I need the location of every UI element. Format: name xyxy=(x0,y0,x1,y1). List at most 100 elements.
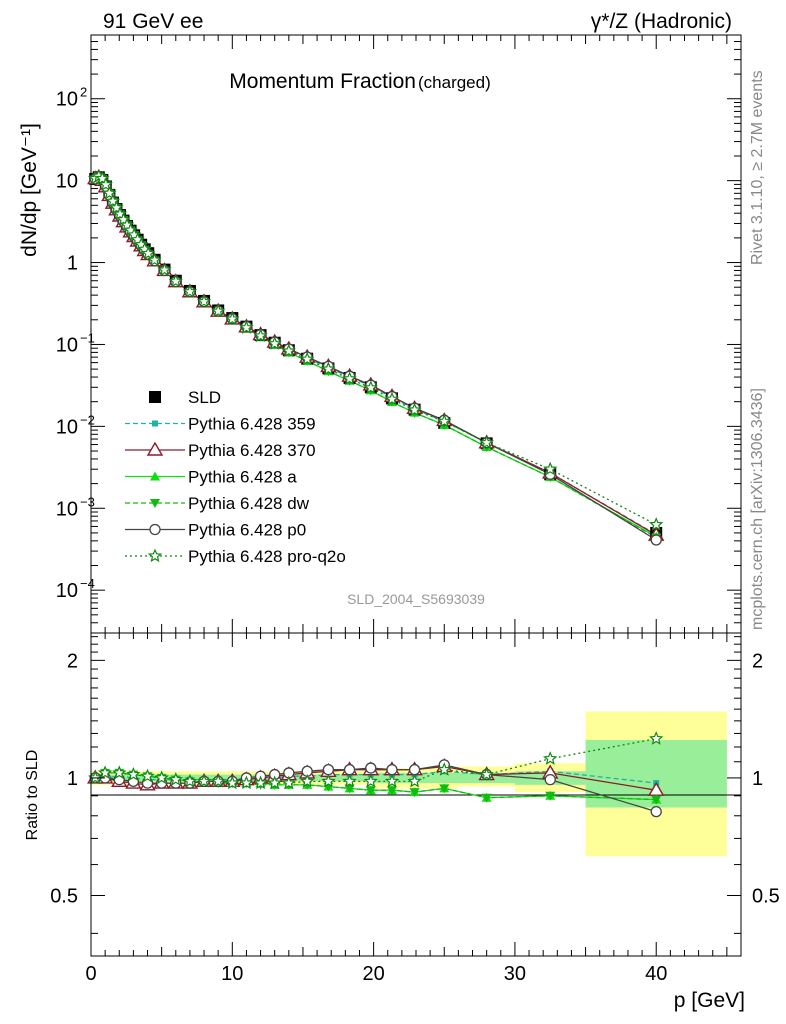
ratio-point-5 xyxy=(479,767,494,781)
series-point-6 xyxy=(300,351,315,366)
ratio-point-5 xyxy=(437,762,452,776)
main-title-suffix: (charged) xyxy=(418,73,491,92)
ratio-point-3 xyxy=(439,784,450,794)
main-title: Momentum Fraction xyxy=(229,70,416,93)
ratio-y-tick-label-right: 1 xyxy=(752,768,763,790)
y-tick-label: 10 xyxy=(56,171,78,193)
legend: SLD Pythia 6.428 359 Pythia 6.428 370 Pythi… xyxy=(125,388,346,566)
ratio-y-tick-label: 2 xyxy=(67,650,78,672)
ratio-point-5 xyxy=(225,775,240,790)
series-point-6 xyxy=(253,328,268,343)
series-point-6 xyxy=(479,435,494,449)
ratio-point-4 xyxy=(650,805,662,818)
y-tick-label: 10 xyxy=(56,89,78,111)
legend-marker-5 xyxy=(149,523,161,536)
ratio-point-5 xyxy=(407,773,422,788)
series-point-6 xyxy=(363,380,378,394)
ratio-point-5 xyxy=(182,773,198,788)
series-point-6 xyxy=(407,402,422,417)
y-tick-exponent: −2 xyxy=(80,412,95,427)
series-point-6 xyxy=(140,245,156,260)
ratio-point-5 xyxy=(126,767,141,781)
x-tick-label: 0 xyxy=(85,963,96,985)
series-point-6 xyxy=(157,262,172,277)
ratio-point-4 xyxy=(365,762,377,774)
ratio-point-5 xyxy=(363,773,378,788)
y-tick-label: 10 xyxy=(56,334,78,356)
series-line-6 xyxy=(94,175,657,526)
legend-marker-3 xyxy=(150,471,160,481)
ratio-y-tick-label-right: 2 xyxy=(752,650,763,672)
ratio-point-3 xyxy=(344,784,355,794)
y-tick-exponent: 2 xyxy=(80,85,87,100)
x-tick-label: 40 xyxy=(645,963,667,985)
series-point-6 xyxy=(342,371,357,385)
main-ylabel: dN/dp [GeV⁻¹] xyxy=(18,123,41,257)
ratio-point-4 xyxy=(408,764,421,776)
legend-label-3: Pythia 6.428 a xyxy=(188,468,297,487)
ratio-stat-band-0 xyxy=(91,774,586,782)
ratio-point-5 xyxy=(168,772,183,786)
ratio-point-4 xyxy=(386,764,398,776)
ratio-point-5 xyxy=(300,773,315,788)
series-point-6 xyxy=(225,311,240,326)
series-line-4 xyxy=(94,175,657,539)
series-point-6 xyxy=(112,206,128,221)
series-point-6 xyxy=(281,343,296,358)
series-point-5 xyxy=(650,534,662,546)
ratio-point-4 xyxy=(343,764,356,776)
legend-marker-2 xyxy=(146,441,164,456)
main-series xyxy=(87,168,665,546)
ratio-point-3 xyxy=(545,791,556,801)
legend-label-4: Pythia 6.428 dw xyxy=(188,494,310,513)
ratio-point-3 xyxy=(386,786,397,796)
ratio-point-5 xyxy=(239,775,254,790)
series-point-6 xyxy=(649,517,664,531)
ratio-y-tick-label: 0.5 xyxy=(50,886,78,908)
rivet-label: Rivet 3.1.10, ≥ 2.7M events xyxy=(749,70,766,265)
x-tick-label: 10 xyxy=(221,963,243,985)
series-point-6 xyxy=(321,361,336,376)
ratio-point-5 xyxy=(267,775,282,790)
ratio-point-5 xyxy=(154,770,169,785)
legend-marker-6 xyxy=(147,548,163,563)
y-tick-exponent: −1 xyxy=(80,330,95,345)
y-tick-label: 10 xyxy=(56,580,78,602)
legend-marker-0 xyxy=(149,391,161,403)
series-point-6 xyxy=(168,273,183,288)
ratio-point-5 xyxy=(112,765,127,780)
series-point-6 xyxy=(182,284,198,298)
ratio-point-3 xyxy=(481,793,492,803)
legend-label-2: Pythia 6.428 370 xyxy=(188,441,316,460)
ratio-panel: 0.5 0.51 12 20 10 20 30 40 Ratio to SLD p [GeV] xyxy=(24,632,780,1012)
main-plot-frame xyxy=(90,34,742,634)
y-tick-label: 10 xyxy=(56,498,78,520)
x-tick-label: 20 xyxy=(362,963,384,985)
ratio-ticks: 0.5 0.51 12 20 10 20 30 40 xyxy=(50,633,780,985)
ratio-point-5 xyxy=(281,775,296,790)
series-point-6 xyxy=(384,391,400,406)
process-label: γ*/Z (Hadronic) xyxy=(591,10,732,33)
ratio-ylabel: Ratio to SLD xyxy=(24,750,41,841)
x-axis-label: p [GeV] xyxy=(674,989,745,1012)
legend-label-5: Pythia 6.428 p0 xyxy=(188,521,306,540)
series-line-2 xyxy=(94,176,657,536)
x-tick-label: 30 xyxy=(504,963,526,985)
ratio-y-tick-label: 1 xyxy=(67,768,78,790)
series-point-6 xyxy=(98,177,113,191)
ratio-point-5 xyxy=(321,773,336,788)
series-point-6 xyxy=(102,185,117,200)
legend-label-0: SLD xyxy=(188,388,221,407)
series-point-6 xyxy=(147,252,162,267)
ratio-point-5 xyxy=(542,751,558,765)
y-tick-exponent: −4 xyxy=(80,576,95,591)
ratio-series xyxy=(87,731,665,818)
ratio-point-3 xyxy=(651,795,662,805)
ratio-point-5 xyxy=(649,731,664,745)
series-point-6 xyxy=(437,413,452,428)
legend-label-1: Pythia 6.428 359 xyxy=(188,415,316,434)
mcplots-label: mcplots.cern.ch [arXiv:1306.3436] xyxy=(749,388,766,630)
ratio-point-4 xyxy=(322,764,335,776)
series-point-6 xyxy=(196,294,212,308)
